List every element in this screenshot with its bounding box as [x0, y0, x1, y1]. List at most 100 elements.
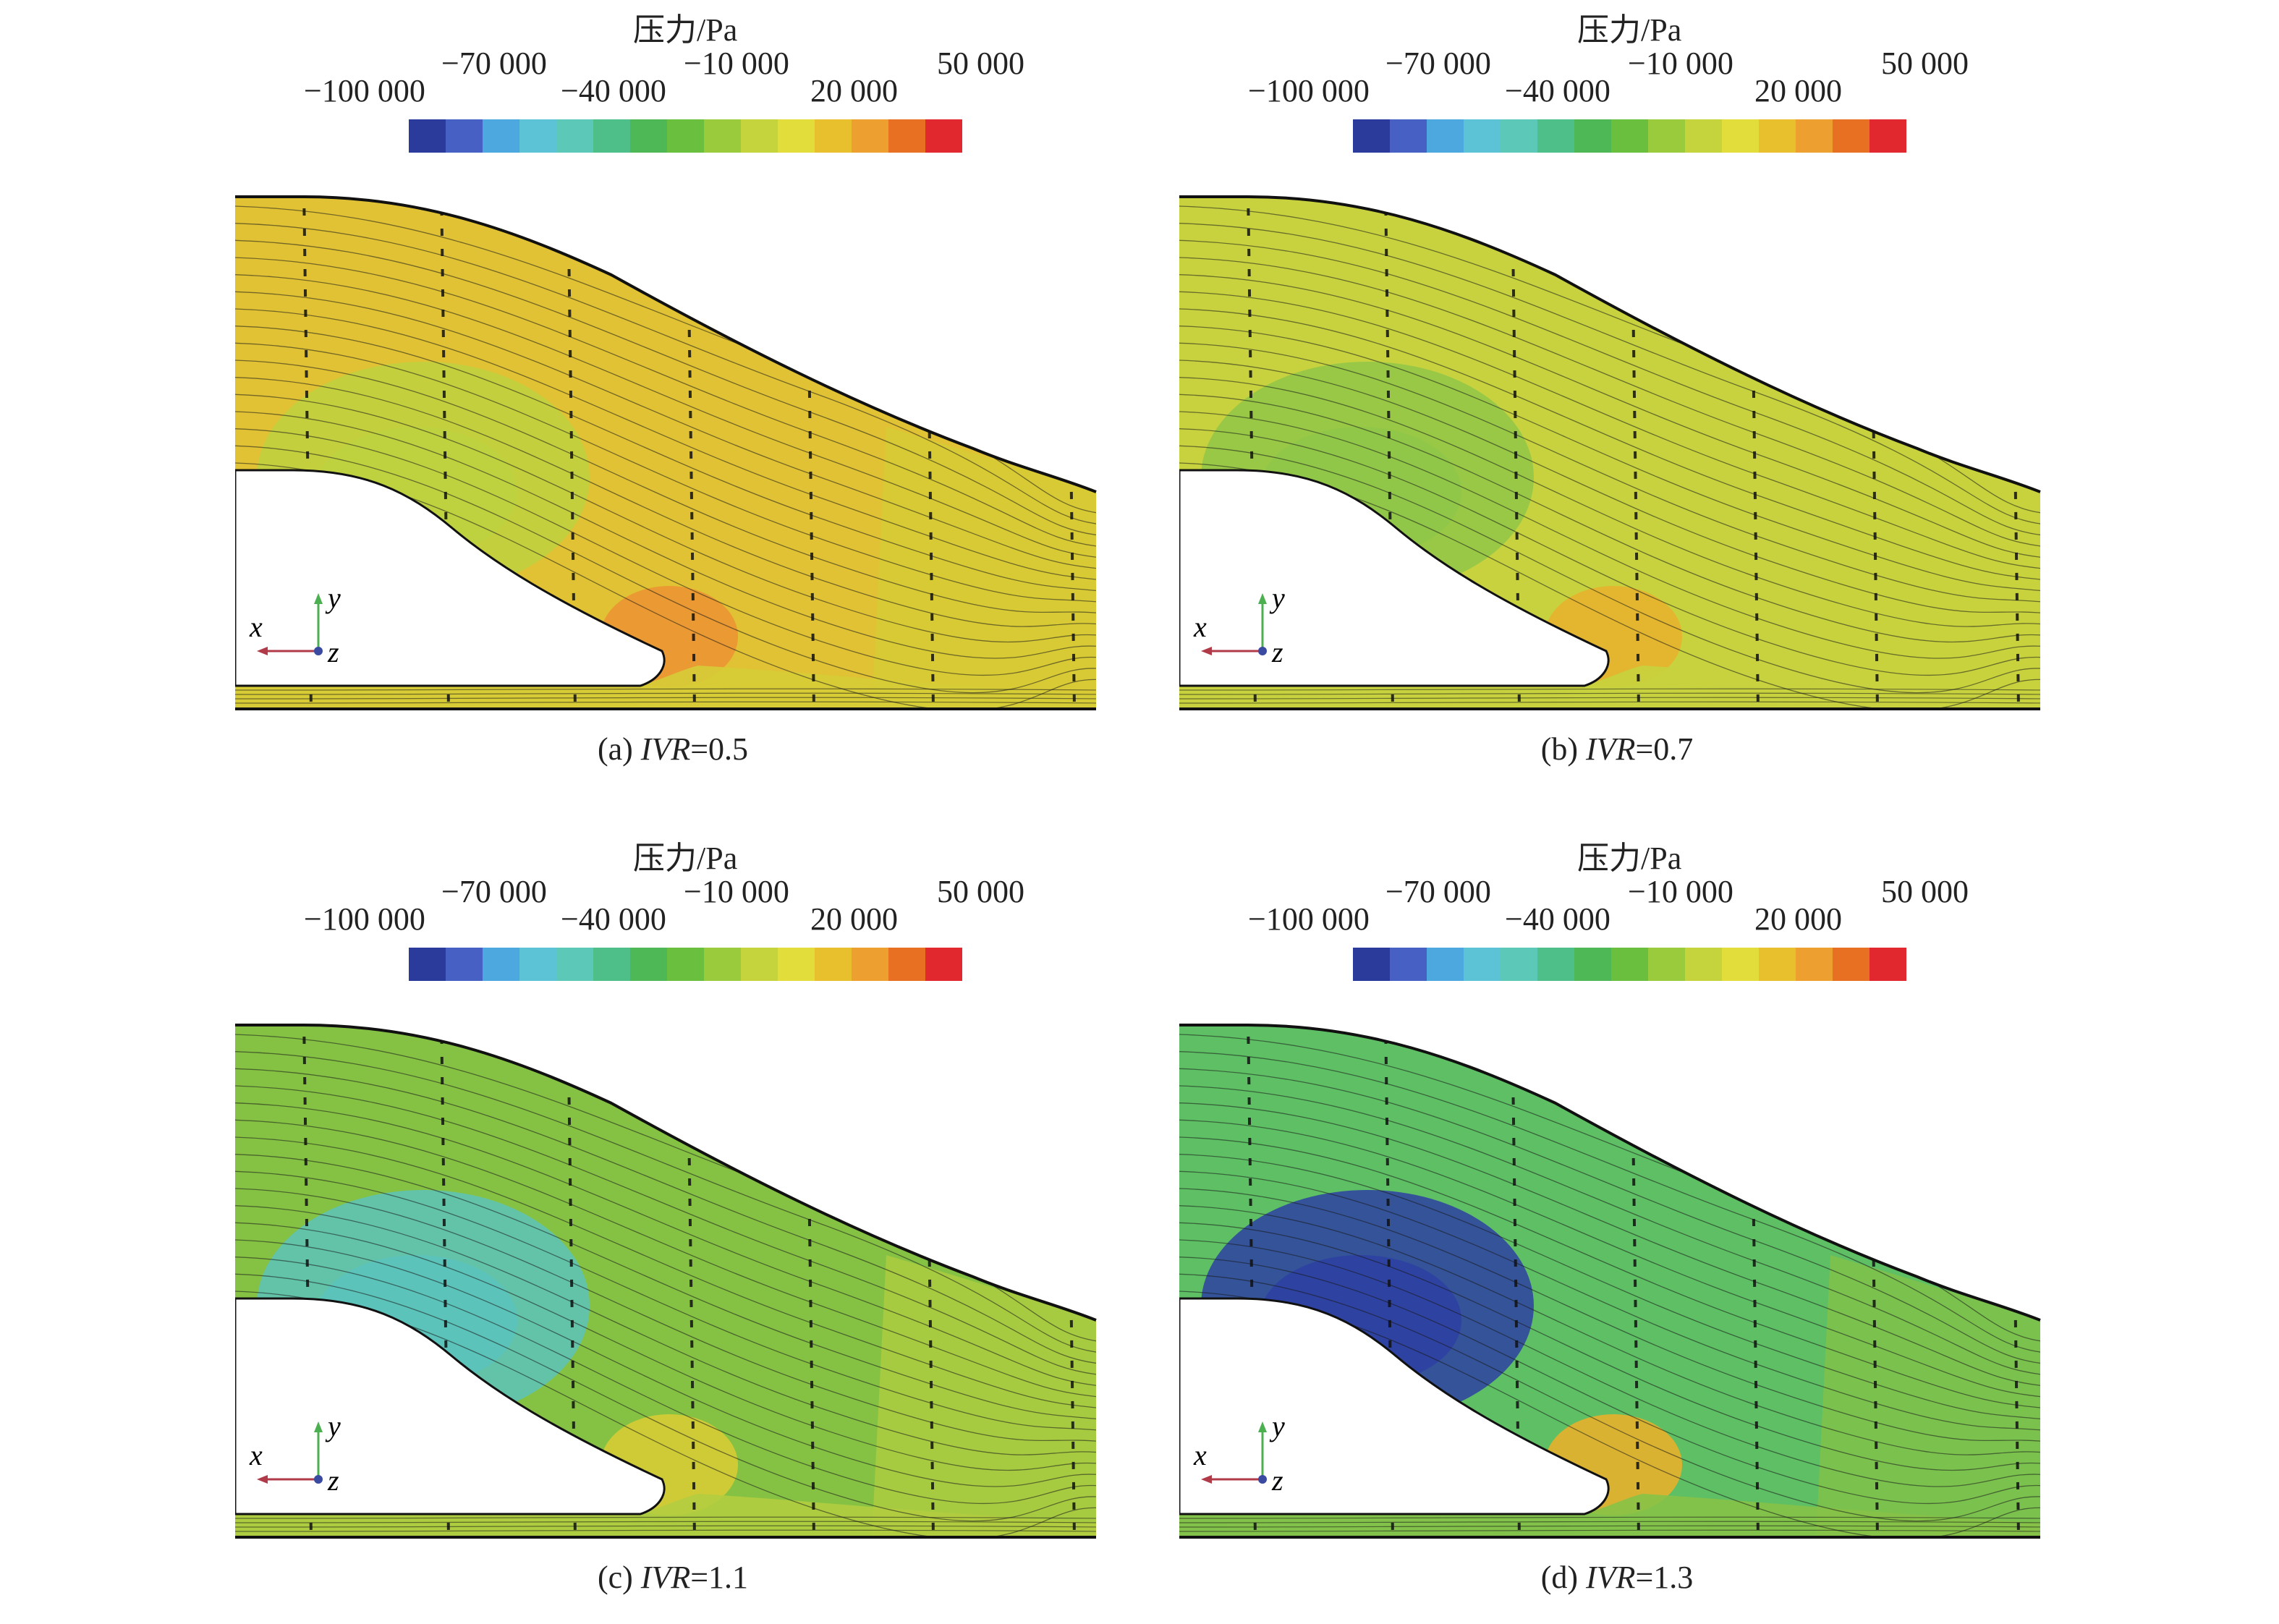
panel-ivr-0-7: 压力/Pa −100 000 −70 000 −40 000 −10 000 2… — [1165, 0, 2069, 796]
streamline — [235, 692, 1096, 695]
pressure-colorbar — [1353, 948, 1906, 981]
streamline — [235, 239, 1096, 537]
colorbar-tick: 50 000 — [1881, 874, 1969, 909]
streamline — [235, 291, 1096, 570]
y-axis-arrowhead — [1258, 593, 1267, 604]
streamline — [235, 1205, 1096, 1455]
colorbar-segment — [1427, 119, 1464, 153]
panel-value: =0.5 — [690, 731, 749, 767]
colorbar-segment — [1353, 948, 1390, 981]
streamline — [1179, 1188, 2040, 1442]
colorbar-segment — [1648, 119, 1685, 153]
streamline — [1179, 1516, 2040, 1519]
x-axis-arrowhead — [1201, 647, 1212, 655]
x-axis-arrowhead — [257, 1475, 268, 1484]
intake-body — [1179, 469, 1610, 687]
streamline — [235, 1273, 1096, 1522]
colorbar-segment — [815, 119, 852, 153]
z-axis-dot — [1258, 1475, 1267, 1484]
streamline — [1179, 1136, 2040, 1409]
colorbar-segment — [556, 948, 593, 981]
streamline — [1179, 428, 2040, 676]
x-axis-label: x — [249, 1439, 263, 1471]
pressure-contour-field: x yz — [235, 195, 1097, 710]
streamline — [1179, 697, 2040, 700]
colorbar-segment — [1574, 948, 1611, 981]
streamline — [1179, 688, 2040, 691]
vector-station — [1247, 197, 1257, 709]
streamline — [1179, 445, 2040, 694]
upper-wall — [1179, 1024, 2041, 1322]
y-axis-label: y — [1269, 582, 1285, 614]
colorbar-segment — [778, 948, 815, 981]
y-axis-label: y — [325, 582, 341, 614]
pressure-colorbar — [1353, 119, 1906, 153]
intake-body — [235, 469, 666, 687]
colorbar-segment — [1611, 119, 1648, 153]
streamline — [1179, 701, 2040, 704]
colorbar-segment — [1353, 119, 1390, 153]
colorbar-title: 压力/Pa — [633, 12, 738, 48]
colorbar-segment — [1501, 948, 1537, 981]
colorbar-segment — [519, 948, 556, 981]
colorbar-tick: −10 000 — [1628, 46, 1733, 81]
panel-label: (c) — [597, 1560, 633, 1595]
upper-wall — [235, 195, 1097, 493]
colorbar-tick: −70 000 — [1385, 874, 1491, 909]
streamline — [235, 1516, 1096, 1519]
streamline — [235, 1051, 1096, 1353]
z-axis-dot — [1258, 647, 1267, 655]
colorbar-segment — [925, 948, 962, 981]
streamline — [1179, 257, 2040, 548]
streamline — [235, 394, 1096, 643]
colorbar-segment — [1574, 119, 1611, 153]
panel-param: IVR — [640, 731, 691, 767]
y-axis-arrowhead — [1258, 1421, 1267, 1432]
x-axis-arrowhead — [257, 647, 268, 655]
colorbar-tick: 20 000 — [1754, 73, 1842, 109]
panel-label: (b) — [1540, 731, 1579, 767]
colorbar-segment — [1722, 119, 1759, 153]
colorbar-segment — [852, 948, 888, 981]
colorbar-tick: −100 000 — [304, 73, 425, 109]
colorbar-segment — [1759, 948, 1796, 981]
streamline — [1179, 394, 2040, 643]
upper-wall — [1179, 195, 2041, 493]
panel-param: IVR — [1586, 731, 1636, 767]
colorbar-tick: −70 000 — [441, 46, 547, 81]
streamline — [1179, 411, 2040, 659]
panel-caption: (a) IVR=0.5 — [221, 731, 1125, 768]
z-axis-label: z — [1271, 1464, 1283, 1497]
streamline — [1179, 692, 2040, 695]
streamline — [235, 428, 1096, 676]
colorbar-tick: −40 000 — [561, 901, 666, 937]
colorbar-title: 压力/Pa — [1577, 841, 1682, 876]
upper-wall — [235, 1024, 1097, 1322]
colorbar-segment — [1501, 119, 1537, 153]
colorbar-segment — [409, 948, 446, 981]
intake-body — [1179, 1297, 1610, 1515]
streamline — [235, 223, 1096, 525]
colorbar-segment — [741, 948, 778, 981]
panel-ivr-0-5: 压力/Pa −100 000 −70 000 −40 000 −10 000 2… — [221, 0, 1125, 796]
panel-value: =0.7 — [1635, 731, 1694, 767]
y-axis-arrowhead — [314, 1421, 323, 1432]
vector-station — [302, 1025, 313, 1537]
panel-ivr-1-1: 压力/Pa −100 000 −70 000 −40 000 −10 000 2… — [221, 828, 1125, 1624]
streamline — [1179, 1154, 2040, 1420]
vector-station — [566, 1025, 577, 1537]
streamline — [1179, 1068, 2040, 1365]
axis-triad: x yz — [249, 1410, 341, 1497]
colorbar-segment — [1722, 948, 1759, 981]
panel-caption: (c) IVR=1.1 — [221, 1559, 1125, 1596]
streamline — [235, 342, 1096, 603]
streamline — [235, 377, 1096, 627]
vector-station — [1384, 1025, 1394, 1537]
axis-triad: x yz — [249, 582, 341, 668]
streamline — [235, 1085, 1096, 1376]
panel-param: IVR — [640, 1560, 691, 1595]
pressure-contour-field: x yz — [1179, 1024, 2041, 1539]
colorbar-segment — [815, 948, 852, 981]
colorbar-segment — [483, 119, 519, 153]
colorbar-tick: −40 000 — [1505, 73, 1610, 109]
